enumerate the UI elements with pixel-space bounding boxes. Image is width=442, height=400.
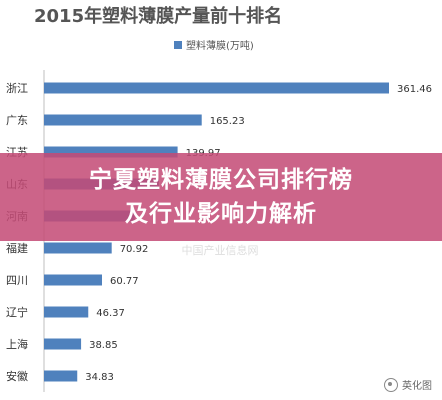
bar-9 [44,370,78,382]
value-label-6: 60.77 [110,276,139,287]
category-label-9: 安徽 [6,369,28,383]
title-overlay-banner: 宁夏塑料薄膜公司排行榜 及行业影响力解析 [0,153,442,241]
legend-swatch [174,41,182,49]
value-label-0: 361.46 [397,84,432,95]
legend-label: 塑料薄膜(万吨) [186,39,254,52]
chart-title: 2015年塑料薄膜产量前十排名 [34,5,282,27]
bar-8 [44,338,82,350]
source-watermark: 英化图 [384,377,432,392]
overlay-title-line-2: 及行业影响力解析 [125,201,317,227]
legend: 塑料薄膜(万吨) [174,39,254,52]
bar-0 [44,82,389,94]
bar-1 [44,114,202,126]
category-label-6: 四川 [6,274,28,287]
bar-6 [44,274,103,286]
overlay-title-line-1: 宁夏塑料薄膜公司排行榜 [89,167,353,193]
bar-5 [44,242,112,254]
value-label-5: 70.92 [120,244,149,255]
bar-2 [44,146,178,158]
category-label-7: 辽宁 [6,305,28,319]
value-label-9: 34.83 [85,372,114,383]
bar-7 [44,306,89,318]
value-label-1: 165.23 [210,116,245,127]
wechat-icon [384,377,398,392]
category-label-1: 广东 [6,114,28,127]
center-watermark: 中国产业信息网 [181,244,259,257]
watermark-text: 英化图 [402,381,432,392]
category-label-5: 福建 [6,241,28,255]
value-label-7: 46.37 [96,308,125,319]
category-label-0: 浙江 [6,82,28,95]
category-label-8: 上海 [6,337,28,351]
value-label-8: 38.85 [89,340,118,351]
